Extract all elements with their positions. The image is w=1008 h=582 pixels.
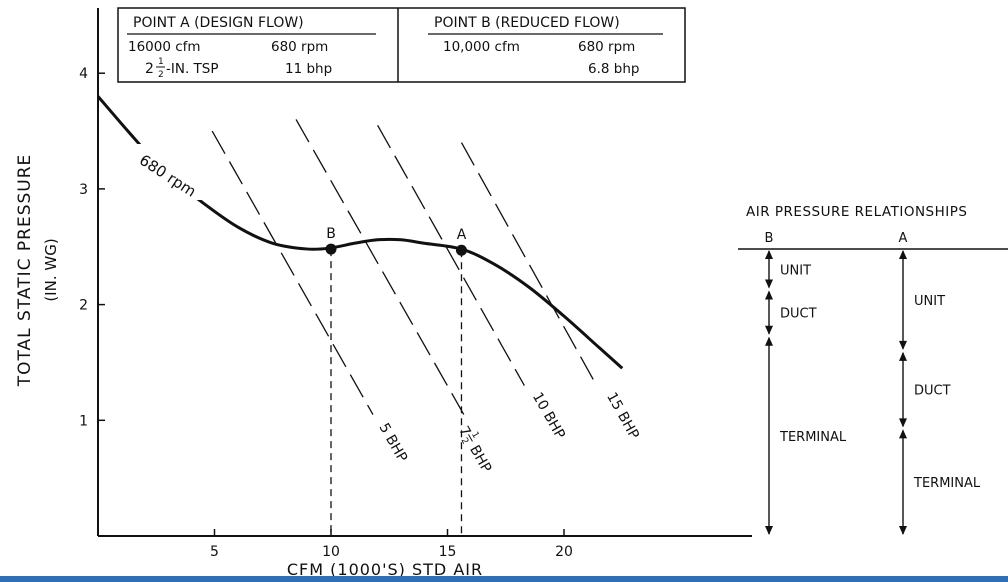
bhp-label-3: 15 BHP xyxy=(603,390,642,442)
rel-a-label-1: DUCT xyxy=(914,384,951,399)
rel-a-arrow-up-1 xyxy=(899,351,907,361)
curve-label-gap xyxy=(126,144,202,200)
relationship-column-a: UNIT DUCT TERMINAL xyxy=(899,250,981,535)
point-a-bhp: 11 bhp xyxy=(285,61,332,77)
relationships-title: AIR PRESSURE RELATIONSHIPS xyxy=(746,204,967,220)
rel-b-arrow-down-2 xyxy=(765,526,773,535)
x-tick-label-20: 20 xyxy=(555,544,573,560)
y-axis-title-line1: TOTAL STATIC PRESSURE xyxy=(15,154,35,388)
rel-b-arrow-up-1 xyxy=(765,290,773,300)
point-a-rpm: 680 rpm xyxy=(271,39,328,55)
rel-b-label-2: TERMINAL xyxy=(779,430,847,445)
rel-b-arrow-down-1 xyxy=(765,325,773,335)
bhp-lines xyxy=(211,119,598,415)
point-a-tsp-unit: -IN. TSP xyxy=(166,61,219,77)
y-axis-title-line2: (IN. WG) xyxy=(42,238,60,301)
point-a-tsp-num: 1 xyxy=(158,57,164,67)
accent-bar xyxy=(0,576,1008,582)
air-pressure-relationships: AIR PRESSURE RELATIONSHIPS B A UNIT DUCT T… xyxy=(738,204,1008,535)
point-b-header: POINT B (REDUCED FLOW) xyxy=(434,15,620,31)
bhp-line-1 xyxy=(295,119,465,415)
rel-b-label-1: DUCT xyxy=(780,307,817,322)
point-a-header: POINT A (DESIGN FLOW) xyxy=(133,15,304,31)
drop-lines xyxy=(330,249,463,536)
y-axis-title: TOTAL STATIC PRESSURE (IN. WG) xyxy=(15,154,60,388)
rel-b-arrow-down-0 xyxy=(765,279,773,289)
point-label-B: B xyxy=(326,226,336,242)
bhp-label-2: 10 BHP xyxy=(529,390,568,442)
x-tick-label-10: 10 xyxy=(322,544,340,560)
bhp-label-frac-bar xyxy=(468,434,473,442)
point-a-tsp-whole: 2 xyxy=(145,61,154,77)
bhp-line-2 xyxy=(377,124,525,386)
y-tick-label-2: 2 xyxy=(79,298,88,314)
relationships-b-header: B xyxy=(765,231,774,246)
y-tick-label-1: 1 xyxy=(79,413,88,429)
rel-a-arrow-down-0 xyxy=(899,340,907,350)
rel-a-label-0: UNIT xyxy=(914,294,945,309)
bhp-label-frac-den: 2 xyxy=(459,436,471,446)
point-B xyxy=(325,243,337,255)
info-table: POINT A (DESIGN FLOW) 16000 cfm 680 rpm … xyxy=(117,7,686,83)
point-b-bhp: 6.8 bhp xyxy=(588,61,639,77)
rel-b-arrow-up-0 xyxy=(765,250,773,259)
point-b-flow: 10,000 cfm xyxy=(443,39,520,55)
x-tick-label-5: 5 xyxy=(210,544,219,560)
point-A xyxy=(455,244,467,256)
point-label-A: A xyxy=(457,227,467,243)
bhp-label-unit: BHP xyxy=(466,443,494,476)
y-ticks: 1 2 3 4 xyxy=(79,66,105,429)
bhp-label-frac-num: 1 xyxy=(469,430,481,440)
x-ticks: 5 10 15 20 xyxy=(210,529,573,560)
relationship-column-b: UNIT DUCT TERMINAL xyxy=(765,250,847,535)
x-tick-label-15: 15 xyxy=(439,544,457,560)
bhp-label-0: 5 BHP xyxy=(375,421,410,465)
y-tick-label-4: 4 xyxy=(79,66,88,82)
rel-a-arrow-up-2 xyxy=(899,429,907,439)
bhp-line-0 xyxy=(211,130,374,415)
rel-a-arrow-up-0 xyxy=(899,250,907,259)
bhp-line-3 xyxy=(460,142,598,386)
point-b-rpm: 680 rpm xyxy=(578,39,635,55)
y-tick-label-3: 3 xyxy=(79,182,88,198)
x-axis-title: CFM (1000'S) STD AIR xyxy=(287,560,483,579)
rel-a-arrow-down-2 xyxy=(899,526,907,535)
rel-a-label-2: TERMINAL xyxy=(913,476,981,491)
point-a-flow: 16000 cfm xyxy=(128,39,201,55)
rel-b-label-0: UNIT xyxy=(780,263,811,278)
rel-a-arrow-down-1 xyxy=(899,418,907,428)
rel-b-arrow-up-2 xyxy=(765,336,773,346)
fan-curve-680rpm xyxy=(96,95,624,370)
relationships-a-header: A xyxy=(899,231,908,246)
point-a-tsp-den: 2 xyxy=(158,70,164,80)
info-table-border xyxy=(117,7,686,83)
